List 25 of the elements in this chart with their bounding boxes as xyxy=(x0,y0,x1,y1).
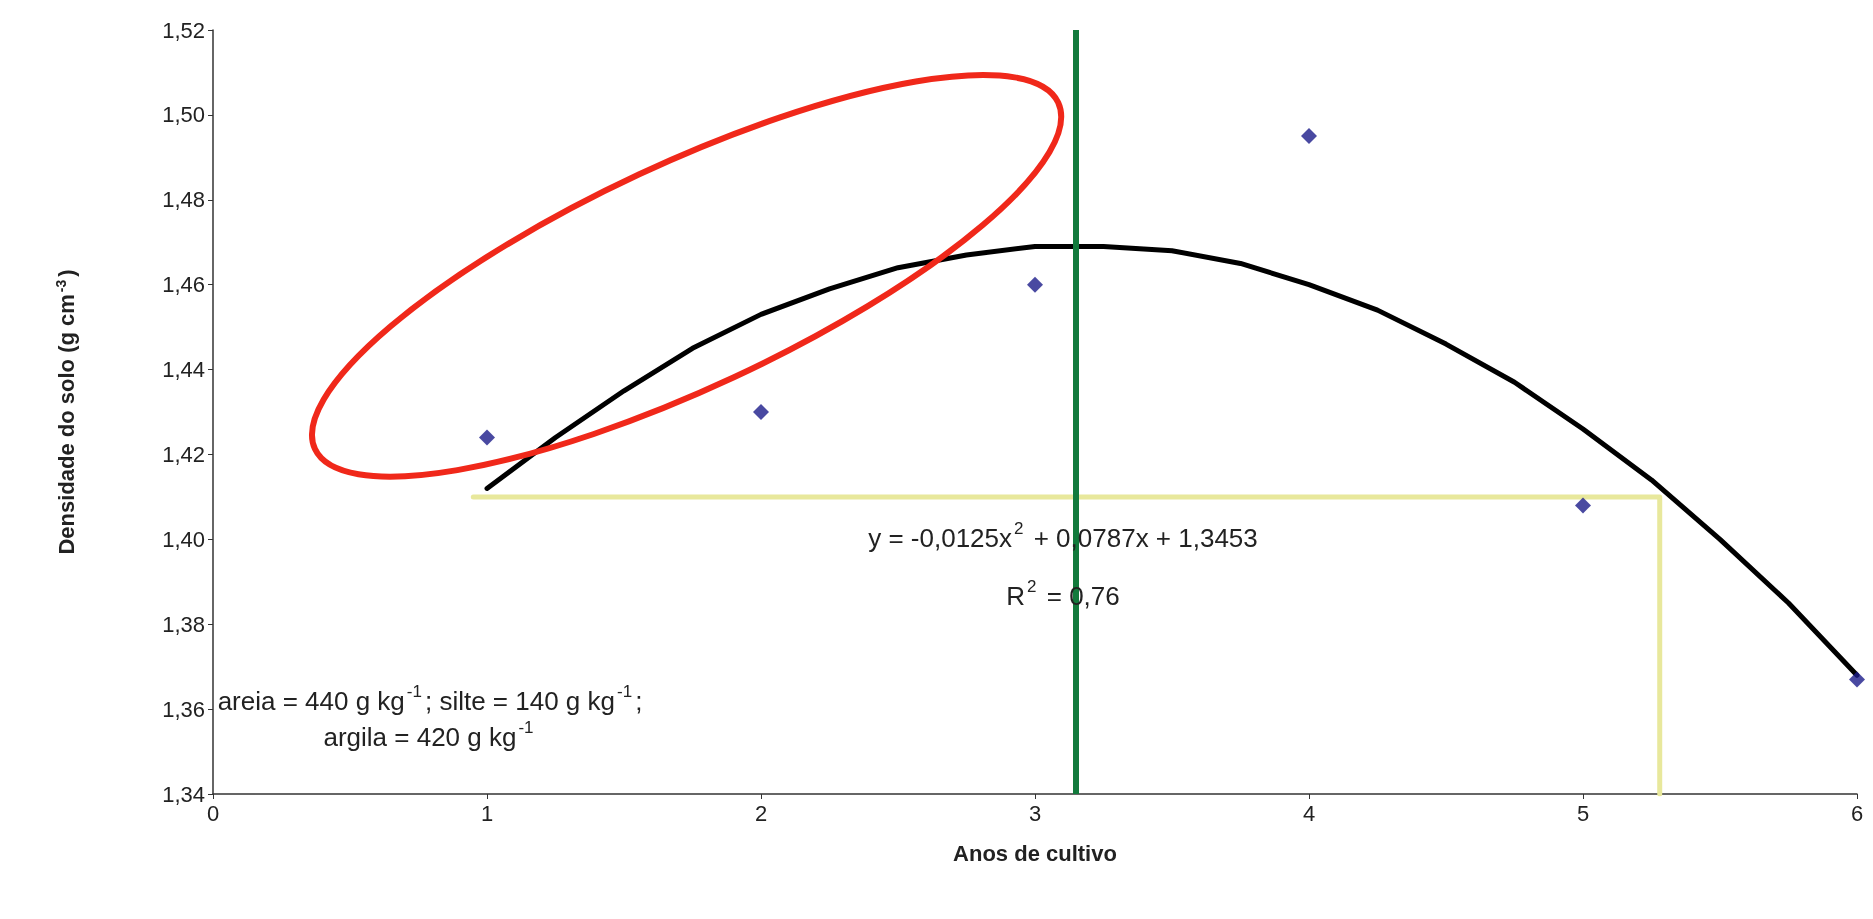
y-tick-label: 1,38 xyxy=(162,611,205,637)
point xyxy=(1027,276,1043,293)
x-tick-label: 2 xyxy=(754,800,768,826)
y-tick-label: 1,50 xyxy=(162,102,205,128)
y-tick-label: 1,52 xyxy=(162,17,205,43)
x-tick-label: 5 xyxy=(1576,800,1590,826)
x-tick-label: 0 xyxy=(206,800,220,826)
y-axis-title: Densidade do solo (g cm-3) xyxy=(53,269,79,555)
y-tick-label: 1,48 xyxy=(162,187,205,213)
point xyxy=(1849,671,1865,688)
y-tick-label: 1,46 xyxy=(162,272,205,298)
x-tick-label: 3 xyxy=(1028,800,1042,826)
point xyxy=(1575,497,1591,514)
y-tick-label: 1,42 xyxy=(162,441,205,467)
x-axis-title: Anos de cultivo xyxy=(953,840,1117,866)
y-tick-label: 1,34 xyxy=(162,781,205,807)
y-tick-label: 1,44 xyxy=(162,357,205,383)
x-tick-label: 1 xyxy=(480,800,494,826)
point xyxy=(479,429,495,446)
x-tick-label: 6 xyxy=(1850,800,1864,826)
y-tick-label: 1,40 xyxy=(162,526,205,552)
point xyxy=(753,404,769,420)
point xyxy=(1301,128,1317,145)
y-tick-label: 1,36 xyxy=(162,696,205,722)
x-tick-label: 4 xyxy=(1302,800,1316,826)
